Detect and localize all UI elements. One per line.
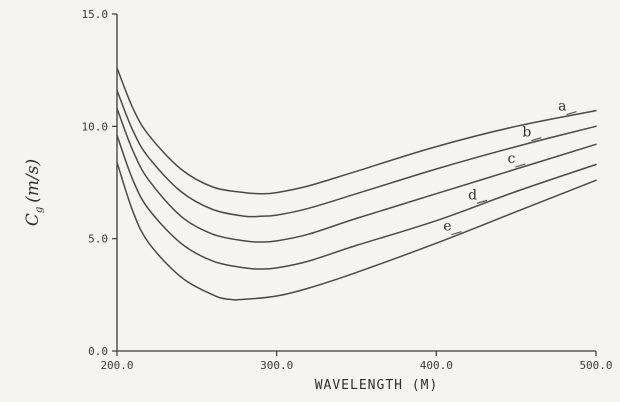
series-label-leader [451,231,462,236]
series-line-d [116,134,597,270]
series-line-b [116,89,597,218]
y-axis-symbol: C [23,213,43,226]
y-tick-label: 5.0 [88,233,108,246]
series-label-leader [531,137,542,142]
series-line-e [116,161,597,301]
series-label-e: e [443,219,451,235]
series-line-c [116,107,597,243]
series-label-leader [566,111,577,116]
axes [116,14,596,352]
y-axis-subscript: g [34,207,45,213]
y-axis-title: Cg (m/s) [23,159,45,226]
y-ticks: 0.0 5.0 10.0 15.0 [82,8,117,358]
series-label-a: a [558,99,566,115]
x-tick-label: 500.0 [579,359,612,372]
series-group [116,67,597,301]
series-label-d: d [468,187,477,203]
y-tick-label: 15.0 [82,8,109,21]
series-label-b: b [522,125,531,141]
x-ticks: 200.0 300.0 400.0 500.0 [100,351,613,372]
x-axis-title: WAVELENGTH (M) [315,378,439,393]
x-tick-label: 200.0 [100,359,133,372]
y-axis-units: (m/s) [23,159,43,203]
series-line-a [116,67,597,195]
series-label-leader [476,199,488,204]
series-label-leader [515,163,526,168]
series-label-c: c [508,151,516,167]
x-tick-label: 300.0 [260,359,293,372]
series-labels: a bc d e [443,99,577,236]
x-tick-label: 400.0 [420,359,453,372]
y-tick-label: 10.0 [82,120,109,133]
y-tick-label: 0.0 [88,345,108,358]
